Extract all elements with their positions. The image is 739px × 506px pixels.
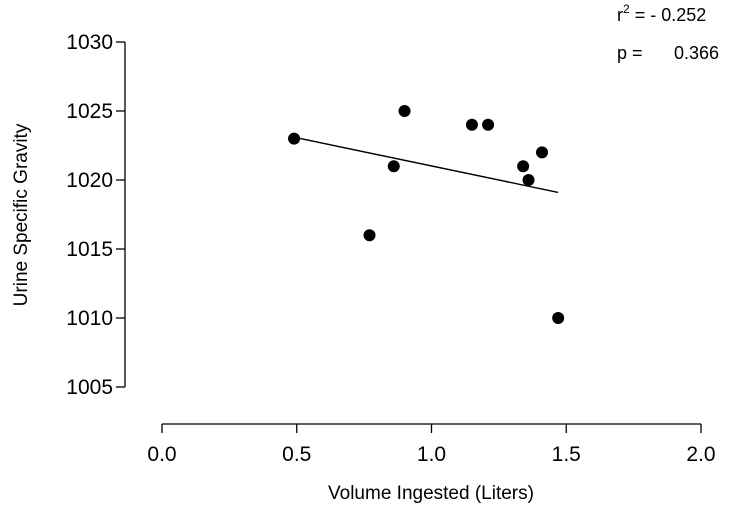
x-tick-label: 0.0 <box>147 443 176 466</box>
data-point <box>522 174 535 186</box>
data-points <box>288 105 565 324</box>
y-axis-title: Urine Specific Gravity <box>11 123 32 306</box>
data-point <box>535 146 548 159</box>
x-tick-label: 2.0 <box>686 443 715 466</box>
y-ticks: 1005 1010 1015 1020 1025 1030 <box>66 31 125 399</box>
y-tick-label: 1010 <box>66 307 113 330</box>
x-axis-title: Volume Ingested (Liters) <box>328 483 534 504</box>
regression-line <box>293 136 559 194</box>
y-tick-label: 1005 <box>66 376 113 399</box>
r-squared-superscript: 2 <box>623 2 630 16</box>
x-tick-label: 1.0 <box>417 443 446 466</box>
p-value-label: p = <box>617 43 643 63</box>
data-point <box>398 105 411 117</box>
x-ticks: 0.0 0.5 1.0 1.5 2.0 <box>147 424 716 466</box>
p-value-annotation: p = 0.366 <box>617 43 719 63</box>
data-point <box>288 132 301 145</box>
r-squared-label: r <box>617 5 623 25</box>
x-tick-label: 0.5 <box>282 443 311 466</box>
y-tick-label: 1020 <box>66 169 113 192</box>
y-tick-label: 1030 <box>66 31 113 54</box>
data-point <box>465 118 478 131</box>
p-value-number: 0.366 <box>674 43 719 63</box>
data-point <box>517 160 530 173</box>
r-squared-annotation: r2 = - 0.252 <box>617 2 706 25</box>
data-point <box>363 229 376 242</box>
y-tick-label: 1025 <box>66 100 113 123</box>
y-tick-label: 1015 <box>66 238 113 261</box>
data-point <box>552 312 565 324</box>
r-squared-value: = - 0.252 <box>630 5 707 25</box>
data-point <box>387 160 400 173</box>
data-point <box>482 118 495 131</box>
x-tick-label: 1.5 <box>552 443 581 466</box>
